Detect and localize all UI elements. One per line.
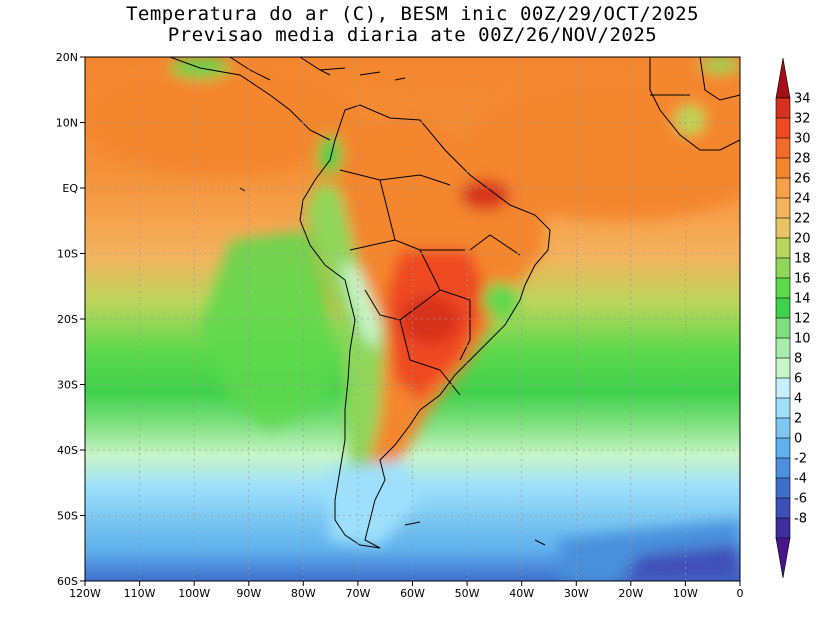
colorbar-label: 26 xyxy=(794,172,811,187)
colorbar-label: 6 xyxy=(794,372,802,387)
colorbar-swatch xyxy=(775,277,791,299)
map-title-line1: Temperatura do ar (C), BESM inic 00Z/29/… xyxy=(125,3,700,25)
colorbar-swatch xyxy=(775,417,791,439)
colorbar-label: -6 xyxy=(794,492,807,507)
colorbar-swatch xyxy=(775,177,791,199)
lat-label: 50S xyxy=(57,510,78,523)
colorbar-swatch xyxy=(775,217,791,239)
colorbar-swatch xyxy=(775,237,791,259)
colorbar-swatch xyxy=(775,357,791,379)
lat-label: 40S xyxy=(57,444,78,457)
lon-label: 110W xyxy=(124,587,156,600)
colorbar-label: 18 xyxy=(794,252,811,267)
colorbar-swatch xyxy=(775,477,791,499)
grid-lines xyxy=(85,57,740,581)
colorbar-label: 30 xyxy=(794,132,811,147)
lon-label: 40W xyxy=(509,587,534,600)
lat-label: 60S xyxy=(57,575,78,588)
colorbar-label: -8 xyxy=(794,512,807,527)
colorbar-swatch xyxy=(775,157,791,179)
colorbar-swatch xyxy=(775,517,791,539)
colorbar-label: 24 xyxy=(794,192,811,207)
colorbar-label: 20 xyxy=(794,232,811,247)
lon-label: 50W xyxy=(455,587,480,600)
lat-label: 10S xyxy=(57,248,78,261)
colorbar-swatch xyxy=(775,57,791,99)
lat-label: 20N xyxy=(56,51,78,64)
lon-label: 120W xyxy=(69,587,101,600)
lon-label: 90W xyxy=(236,587,261,600)
lat-axis xyxy=(80,56,85,582)
colorbar-label: 4 xyxy=(794,392,802,407)
lon-label: 80W xyxy=(291,587,316,600)
colorbar-swatch xyxy=(775,117,791,139)
coastlines xyxy=(169,57,740,549)
colorbar-label: 34 xyxy=(794,92,811,107)
lon-label: 30W xyxy=(564,587,589,600)
colorbar-label: 16 xyxy=(794,272,811,287)
lat-label: 10N xyxy=(56,117,78,130)
lon-label: 20W xyxy=(618,587,643,600)
temperature-field xyxy=(85,57,740,581)
colorbar-label: -4 xyxy=(794,472,807,487)
colorbar-label: 28 xyxy=(794,152,811,167)
colorbar-label: 12 xyxy=(794,312,811,327)
colorbar-swatch xyxy=(775,297,791,319)
colorbar-label: 8 xyxy=(794,352,802,367)
lon-label: 100W xyxy=(178,587,210,600)
colorbar-label: 10 xyxy=(794,332,811,347)
colorbar-label: 0 xyxy=(794,432,802,447)
lat-label: 20S xyxy=(57,313,78,326)
lat-label: 30S xyxy=(57,379,78,392)
colorbar-swatch xyxy=(775,137,791,159)
colorbar-swatch xyxy=(775,97,791,119)
lon-label: 60W xyxy=(400,587,425,600)
colorbar-swatch xyxy=(775,337,791,359)
colorbar-label: 14 xyxy=(794,292,811,307)
colorbar-swatch xyxy=(775,497,791,519)
colorbar-swatch xyxy=(775,537,791,579)
colorbar-swatch xyxy=(775,437,791,459)
colorbar-swatch xyxy=(775,397,791,419)
colorbar-label: 22 xyxy=(794,212,811,227)
lon-label: 70W xyxy=(345,587,370,600)
colorbar-swatch xyxy=(775,377,791,399)
map-title-line2: Previsao media diaria ate 00Z/26/NOV/202… xyxy=(167,24,658,46)
lon-axis xyxy=(84,581,741,586)
colorbar-swatch xyxy=(775,457,791,479)
colorbar-label: 32 xyxy=(794,112,811,127)
colorbar-label: 2 xyxy=(794,412,802,427)
colorbar-swatch xyxy=(775,317,791,339)
lon-label: 10W xyxy=(673,587,698,600)
colorbar-label: -2 xyxy=(794,452,807,467)
colorbar-swatch xyxy=(775,197,791,219)
lon-label: 0 xyxy=(737,587,744,600)
colorbar-swatch xyxy=(775,257,791,279)
lat-label: EQ xyxy=(62,182,78,195)
